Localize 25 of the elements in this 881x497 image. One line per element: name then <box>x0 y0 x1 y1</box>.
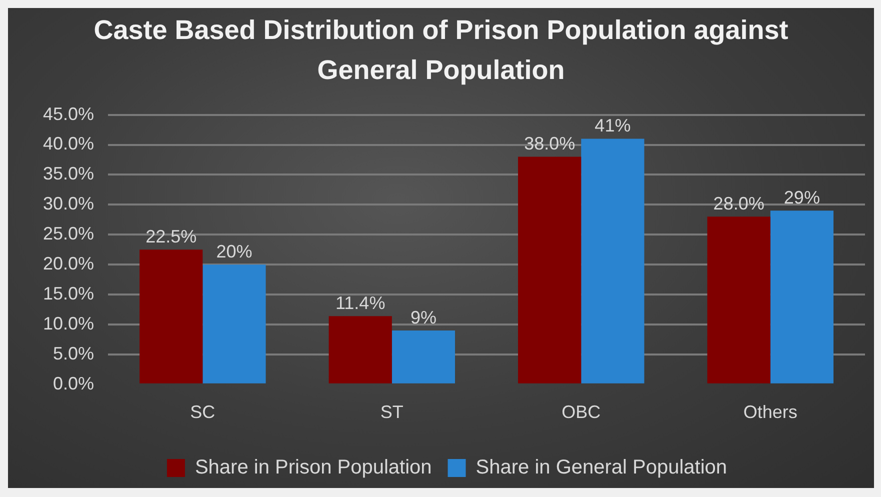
y-tick-label: 35.0% <box>42 164 94 184</box>
chart-title: Caste Based Distribution of Prison Population against General Population <box>92 14 790 87</box>
data-label: 38.0% <box>524 134 576 154</box>
x-tick-label: SC <box>190 402 216 422</box>
y-tick-label: 0.0% <box>53 373 94 394</box>
data-label: 29% <box>784 188 820 208</box>
data-label: 20% <box>216 242 252 262</box>
data-label: 11.4% <box>335 293 386 314</box>
x-tick-label: OBC <box>562 402 601 422</box>
x-tick-label: Others <box>743 402 798 422</box>
y-tick-label: 20.0% <box>42 254 94 274</box>
x-tick-label: ST <box>380 402 404 422</box>
data-label: 22.5% <box>146 226 197 247</box>
data-label: 28.0% <box>713 194 764 214</box>
y-tick-label: 5.0% <box>53 343 94 364</box>
legend-label: Share in Prison Population <box>194 456 432 479</box>
y-tick-label: 45.0% <box>42 104 94 124</box>
y-tick-label: 25.0% <box>42 224 94 244</box>
y-tick-label: 40.0% <box>42 134 94 154</box>
y-tick-label: 30.0% <box>42 194 94 214</box>
data-label: 9% <box>410 307 436 328</box>
y-tick-label: 10.0% <box>42 313 94 334</box>
data-label: 41% <box>594 116 631 136</box>
y-tick-label: 15.0% <box>42 284 94 304</box>
legend-label: Share in General Population <box>476 456 728 479</box>
